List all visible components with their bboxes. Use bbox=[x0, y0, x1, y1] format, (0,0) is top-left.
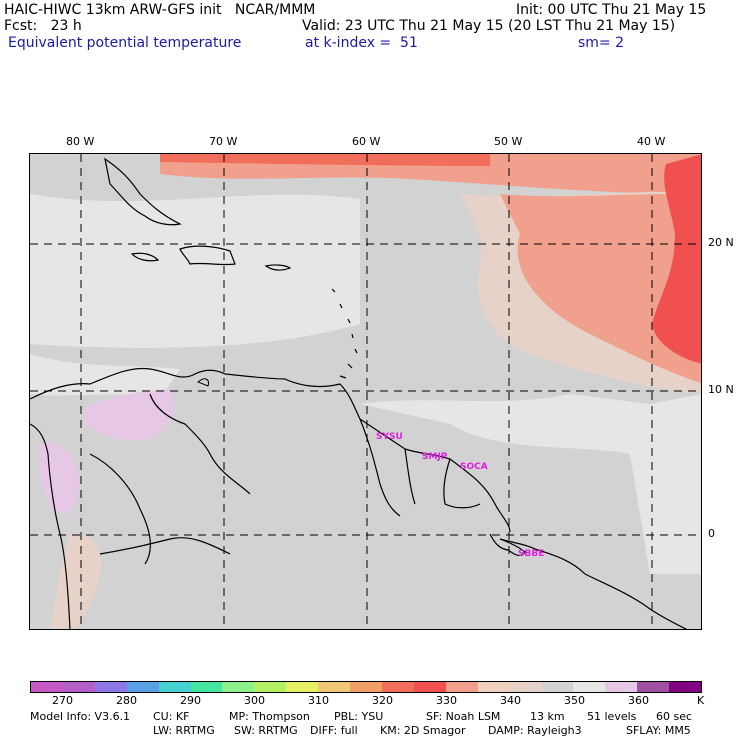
lat-label-20n: 20 N bbox=[708, 236, 734, 249]
lon-label-40w: 40 W bbox=[637, 135, 666, 148]
colorbar-swatch bbox=[94, 682, 127, 692]
colorbar-swatch bbox=[605, 682, 638, 692]
graticule bbox=[30, 154, 701, 629]
salmon-region bbox=[500, 194, 701, 384]
warm-top-strip bbox=[160, 154, 490, 166]
footer-item: DIFF: full bbox=[310, 724, 358, 737]
colorbar-swatch bbox=[286, 682, 319, 692]
footer-item: SW: RRTMG bbox=[234, 724, 298, 737]
colorbar-swatch bbox=[318, 682, 351, 692]
trinidad-outline bbox=[197, 378, 209, 387]
colorbar-swatch bbox=[31, 682, 63, 692]
model-title: HAIC-HIWC 13km ARW-GFS init NCAR/MMM bbox=[4, 2, 316, 18]
lon-label-50w: 50 W bbox=[494, 135, 523, 148]
place-label-sysu: SYSU bbox=[376, 432, 403, 442]
colorbar-swatch bbox=[158, 682, 191, 692]
colorbar-tick-label: 360 bbox=[628, 694, 649, 707]
place-label-smjp: SMJP bbox=[422, 452, 448, 462]
colorbar-swatch bbox=[254, 682, 287, 692]
purple-region-2 bbox=[39, 443, 79, 514]
valid-time: Valid: 23 UTC Thu 21 May 15 (20 LST Thu … bbox=[302, 18, 676, 34]
colorbar bbox=[30, 681, 702, 693]
field-name: Equivalent potential temperature bbox=[8, 35, 242, 51]
colorbar-swatch bbox=[573, 682, 606, 692]
smoothing-info: sm= 2 bbox=[578, 35, 625, 51]
footer-item: LW: RRTMG bbox=[153, 724, 215, 737]
colorbar-unit: K bbox=[697, 694, 705, 707]
colorbar-tick-label: 340 bbox=[500, 694, 521, 707]
footer-item: MP: Thompson bbox=[229, 710, 310, 723]
colorbar-swatch bbox=[62, 682, 95, 692]
colorbar-tick-label: 270 bbox=[52, 694, 73, 707]
colorbar-tick-label: 350 bbox=[564, 694, 585, 707]
lon-label-60w: 60 W bbox=[352, 135, 381, 148]
lat-label-10n: 10 N bbox=[708, 383, 734, 396]
colorbar-tick-label: 280 bbox=[116, 694, 137, 707]
colorbar-swatch bbox=[541, 682, 574, 692]
colorbar-swatch bbox=[350, 682, 382, 692]
footer-item: 13 km bbox=[530, 710, 565, 723]
footer-item: PBL: YSU bbox=[334, 710, 384, 723]
colorbar-swatch bbox=[413, 682, 446, 692]
colorbar-tick-label: 320 bbox=[372, 694, 393, 707]
red-region bbox=[652, 154, 701, 364]
light-grey-region-2 bbox=[30, 354, 180, 399]
colorbar-swatch bbox=[637, 682, 670, 692]
colorbar-tick-label: 290 bbox=[180, 694, 201, 707]
footer-item: DAMP: Rayleigh3 bbox=[488, 724, 582, 737]
footer-item: SFLAY: MM5 bbox=[626, 724, 691, 737]
level-info: at k-index = 51 bbox=[305, 35, 418, 51]
andes-tan-region bbox=[50, 533, 101, 629]
lon-label-80w: 80 W bbox=[66, 135, 95, 148]
map-panel: SYSU SMJP SOCA SBBE bbox=[29, 153, 702, 630]
footer-item: 51 levels bbox=[587, 710, 637, 723]
lon-label-70w: 70 W bbox=[209, 135, 238, 148]
light-grey-region-3 bbox=[360, 394, 701, 574]
colorbar-swatch bbox=[381, 682, 414, 692]
footer-item: SF: Noah LSM bbox=[426, 710, 501, 723]
footer-item: 60 sec bbox=[656, 710, 693, 723]
colorbar-swatch bbox=[669, 682, 702, 692]
colorbar-swatch bbox=[222, 682, 255, 692]
colorbar-swatch bbox=[445, 682, 478, 692]
colorbar-swatch bbox=[190, 682, 223, 692]
init-time: Init: 00 UTC Thu 21 May 15 bbox=[516, 2, 707, 18]
map-graphic bbox=[30, 154, 701, 629]
colorbar-swatch bbox=[477, 682, 510, 692]
light-grey-region bbox=[30, 194, 360, 348]
colorbar-tick-label: 330 bbox=[436, 694, 457, 707]
place-label-sbbe: SBBE bbox=[518, 549, 545, 559]
colorbar-tick-label: 300 bbox=[244, 694, 265, 707]
purple-region-1 bbox=[85, 389, 174, 441]
footer-item: KM: 2D Smagor bbox=[380, 724, 466, 737]
colorbar-tick-label: 310 bbox=[308, 694, 329, 707]
place-label-soca: SOCA bbox=[460, 462, 488, 472]
footer-item: CU: KF bbox=[153, 710, 190, 723]
coastlines bbox=[30, 157, 688, 629]
lat-label-0: 0 bbox=[708, 527, 715, 540]
forecast-hour: Fcst: 23 h bbox=[4, 18, 82, 34]
colorbar-swatch bbox=[126, 682, 159, 692]
colorbar-swatch bbox=[509, 682, 542, 692]
footer-item: Model Info: V3.6.1 bbox=[30, 710, 131, 723]
